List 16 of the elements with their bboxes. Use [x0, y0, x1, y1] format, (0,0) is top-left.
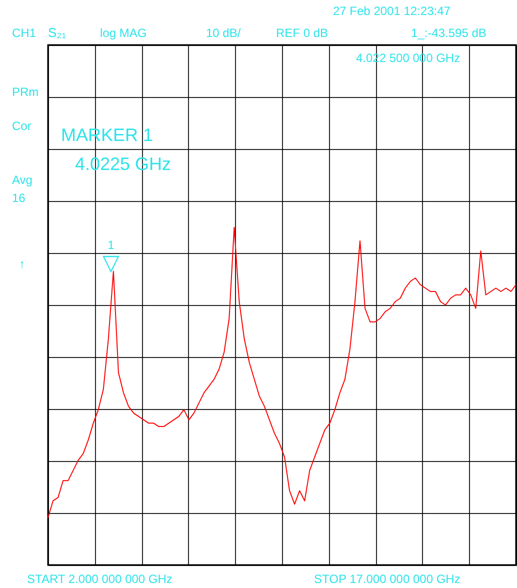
text: 1_:-43.595 dB: [411, 26, 486, 40]
text: Cor: [12, 119, 32, 133]
text: 10 dB/: [206, 26, 242, 40]
text: ↑: [19, 257, 25, 271]
text: PRm: [12, 85, 39, 99]
text: STOP 17.000 000 000 GHz: [314, 572, 460, 586]
text: S₂₁: [48, 25, 67, 40]
text: Avg: [12, 173, 32, 187]
annotation: ▽: [102, 250, 120, 275]
annotation: 1: [108, 238, 115, 252]
text: log MAG: [100, 26, 147, 40]
text: 16: [12, 191, 26, 205]
text: 27 Feb 2001 12:23:47: [333, 4, 451, 18]
text: CH1: [12, 26, 36, 40]
text: REF 0 dB: [276, 26, 328, 40]
text: START 2.000 000 000 GHz: [27, 572, 172, 586]
